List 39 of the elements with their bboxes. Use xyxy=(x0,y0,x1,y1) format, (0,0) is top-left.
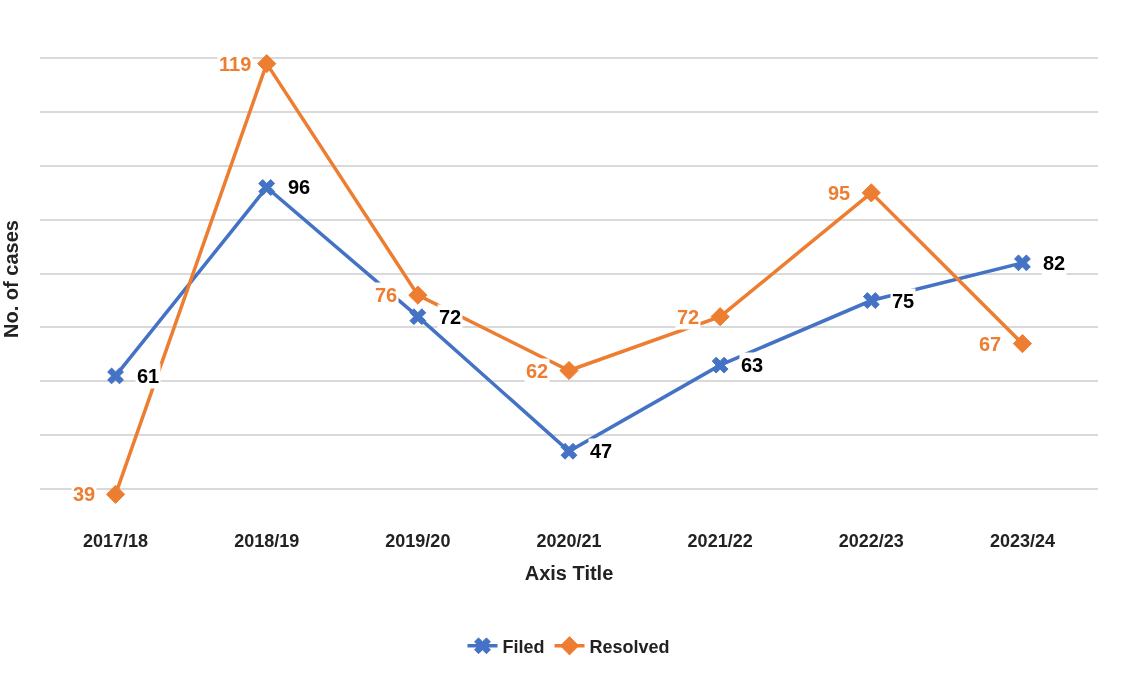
data-label: 96 xyxy=(288,176,311,198)
x-axis-title: Axis Title xyxy=(524,561,614,584)
point xyxy=(559,360,579,381)
data-label: 47 xyxy=(590,440,613,462)
data-label: 72 xyxy=(439,306,462,328)
point xyxy=(107,367,124,385)
point xyxy=(861,183,881,203)
x-tick-label: 2019/20 xyxy=(385,531,451,551)
data-label: 76 xyxy=(375,284,398,306)
data-label: 62 xyxy=(526,360,549,382)
point xyxy=(105,484,126,504)
data-label: 82 xyxy=(1043,252,1066,274)
data-label: 95 xyxy=(828,182,851,204)
point xyxy=(862,292,880,309)
data-label: 67 xyxy=(979,333,1002,355)
point xyxy=(258,179,276,196)
point xyxy=(1014,254,1031,272)
x-tick-label: 2022/23 xyxy=(838,531,904,551)
data-label: 75 xyxy=(892,290,915,312)
x-tick-label: 2023/24 xyxy=(989,531,1055,551)
point xyxy=(408,285,428,305)
x-tick-label: 2020/21 xyxy=(536,531,602,551)
point xyxy=(710,307,730,327)
point xyxy=(711,356,729,374)
x-tick-label: 2021/22 xyxy=(687,531,753,551)
point xyxy=(1012,334,1033,354)
legend-label: Filed xyxy=(502,636,545,657)
x-tick-label: 2018/19 xyxy=(234,531,300,551)
point xyxy=(560,442,578,460)
data-label: 63 xyxy=(741,354,764,376)
legend-label: Resolved xyxy=(589,636,670,657)
point xyxy=(409,308,427,326)
x-tick-label: 2017/18 xyxy=(83,531,149,551)
y-axis-title: No. of cases xyxy=(0,220,22,338)
data-label: 72 xyxy=(677,306,700,328)
point xyxy=(257,54,277,74)
data-label: 61 xyxy=(137,365,160,387)
data-label: 119 xyxy=(219,53,252,75)
data-label: 39 xyxy=(73,483,96,505)
